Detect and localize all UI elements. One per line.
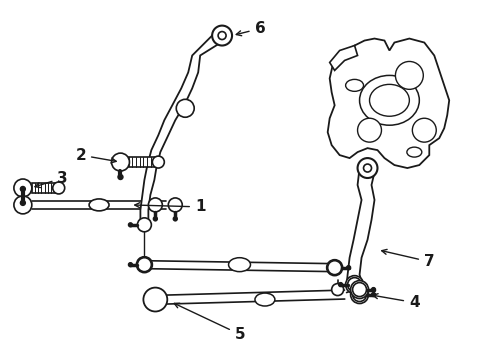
Circle shape [53,182,65,194]
Circle shape [136,257,152,273]
Ellipse shape [369,84,409,116]
Circle shape [137,218,151,232]
Circle shape [144,288,167,311]
Polygon shape [129,157,155,167]
Circle shape [14,196,32,214]
Circle shape [218,32,226,40]
Circle shape [358,158,377,178]
Circle shape [118,175,123,180]
Text: 1: 1 [135,199,205,215]
Circle shape [364,164,371,172]
Polygon shape [167,290,345,304]
Text: 5: 5 [174,303,245,342]
Circle shape [332,284,343,296]
Circle shape [148,198,162,212]
Circle shape [173,217,177,221]
Circle shape [112,153,129,171]
Ellipse shape [360,75,419,125]
Ellipse shape [89,199,109,211]
Circle shape [137,258,151,272]
Circle shape [21,186,25,192]
Polygon shape [141,36,232,225]
Circle shape [176,99,194,117]
Circle shape [413,118,436,142]
Circle shape [339,283,343,287]
Polygon shape [330,45,358,71]
Circle shape [353,283,367,297]
Text: 3: 3 [35,171,68,188]
Circle shape [128,223,132,227]
Ellipse shape [151,294,167,305]
Circle shape [152,156,164,168]
Circle shape [328,261,342,275]
Text: 2: 2 [75,148,116,163]
Circle shape [327,260,343,276]
Circle shape [140,258,149,268]
Circle shape [350,285,368,303]
Polygon shape [328,39,449,168]
Text: 7: 7 [382,249,435,269]
Polygon shape [32,183,56,193]
Circle shape [358,118,382,142]
Circle shape [21,201,25,206]
Circle shape [212,26,232,45]
Polygon shape [32,201,166,209]
Circle shape [168,198,182,212]
Ellipse shape [255,293,275,306]
Circle shape [371,288,375,292]
Circle shape [371,293,375,297]
Circle shape [345,276,364,293]
Circle shape [353,288,367,302]
Ellipse shape [345,80,364,91]
Ellipse shape [407,147,422,157]
Circle shape [395,62,423,89]
Polygon shape [346,168,375,285]
Circle shape [350,280,368,298]
Circle shape [347,278,362,292]
Ellipse shape [228,258,250,272]
Circle shape [153,217,157,221]
Circle shape [128,263,132,267]
Text: 4: 4 [373,294,419,310]
Circle shape [346,266,350,270]
Circle shape [14,179,32,197]
Text: 6: 6 [236,21,265,36]
Polygon shape [145,261,335,272]
